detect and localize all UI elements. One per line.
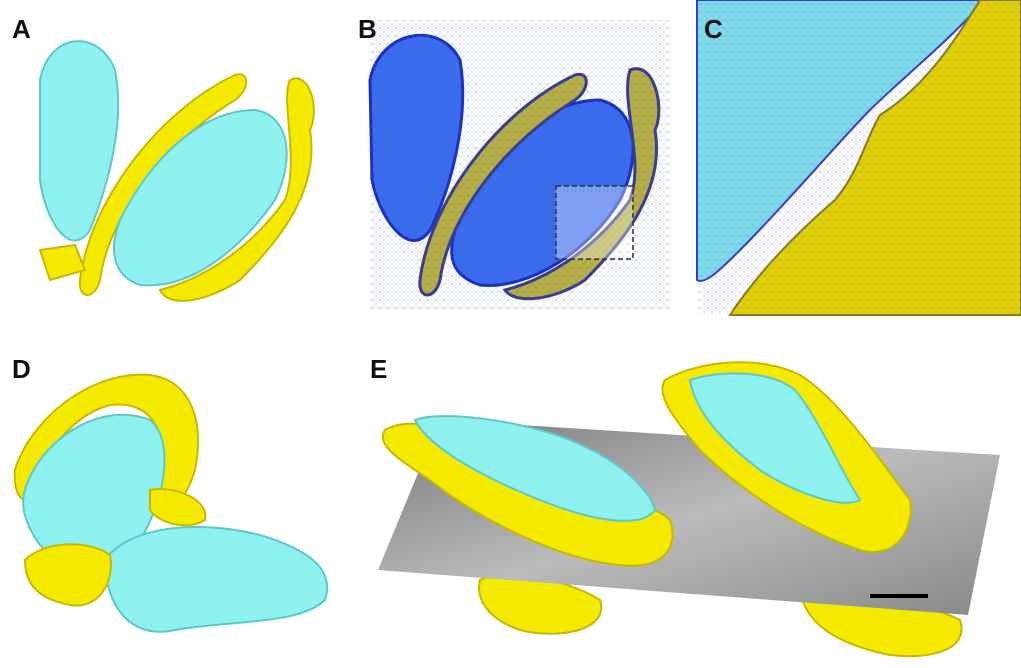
panel-label: A xyxy=(12,14,31,44)
yellow-structure xyxy=(78,73,248,296)
yellow-structure xyxy=(158,77,315,302)
yellow-structure xyxy=(38,243,87,282)
mesh-overlay xyxy=(370,20,670,310)
panel-d: D xyxy=(12,354,329,633)
panel-label: E xyxy=(370,354,387,384)
cyan-structure xyxy=(113,108,288,287)
panel-a: A xyxy=(12,14,315,302)
panel-e: E xyxy=(370,354,1000,658)
mesh-overlay xyxy=(697,0,1021,315)
panel-c: C xyxy=(696,0,1021,316)
yellow-structure xyxy=(23,543,112,607)
cyan-structure xyxy=(688,372,862,504)
panel-label: B xyxy=(358,14,377,44)
yellow-structure xyxy=(149,488,207,527)
panel-label: D xyxy=(12,354,31,384)
panel-b: B xyxy=(358,14,670,310)
cyan-structure xyxy=(39,40,120,242)
cyan-structure xyxy=(103,526,329,633)
cyan-structure xyxy=(413,415,657,522)
cyan-structure xyxy=(22,413,166,568)
zoom-box xyxy=(555,185,634,260)
panel-label: C xyxy=(704,14,723,44)
